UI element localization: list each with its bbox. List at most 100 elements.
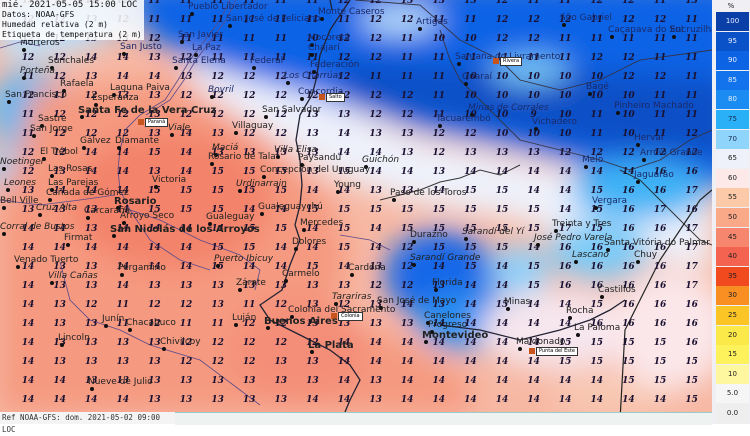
city-dot [412, 263, 416, 267]
city-dot [16, 265, 20, 269]
legend-unit: % [727, 2, 735, 10]
temperature-label: 13 [116, 338, 130, 348]
forecast-datetime: mié. 2021-05-05 15:00 LOC [2, 0, 138, 10]
temperature-label: 12 [590, 0, 604, 6]
city-label: Sastre [38, 114, 67, 124]
city-label: Firmat [64, 233, 93, 243]
city-dot [40, 124, 44, 128]
temperature-label: 14 [116, 186, 130, 196]
temperature-label: 10 [527, 91, 540, 101]
city-dot [606, 248, 610, 252]
city-label: Treinta y Tres [552, 219, 612, 229]
temperature-label: 11 [179, 319, 193, 329]
temperature-label: 13 [148, 53, 161, 63]
temperature-label: 10 [495, 72, 509, 82]
temperature-label: 14 [558, 205, 572, 215]
temperature-label: 15 [622, 338, 635, 348]
station-marker [493, 58, 499, 64]
city-dot [464, 237, 468, 241]
city-label: Viale [168, 123, 191, 133]
city-dot [470, 113, 474, 117]
temperature-label: 14 [21, 376, 35, 386]
temperature-label: 13 [53, 281, 66, 291]
temperature-label: 15 [148, 186, 161, 196]
temperature-label: 14 [53, 395, 66, 405]
legend-swatch: 90 [716, 51, 749, 71]
city-dot [38, 213, 42, 217]
city-dot [438, 124, 442, 128]
city-dot [2, 167, 6, 171]
temperature-label: 12 [590, 53, 604, 63]
city-dot [642, 158, 646, 162]
temperature-label: 11 [590, 15, 604, 25]
temperature-label: 12 [21, 148, 35, 158]
temperature-label: 12 [53, 53, 66, 63]
temperature-label: 13 [53, 167, 66, 177]
temperature-label: 15 [622, 357, 635, 367]
temperature-label: 16 [622, 262, 635, 272]
temperature-label: 11 [685, 15, 698, 25]
city-label: Rosario de Tala [208, 152, 276, 162]
city-label: Rosario [114, 196, 157, 207]
temperature-label: 12 [558, 15, 572, 25]
temperature-label: 12 [242, 110, 256, 120]
temperature-label: 15 [464, 224, 477, 234]
temperature-label: 14 [179, 243, 193, 253]
temperature-label: 16 [685, 205, 698, 215]
city-dot [290, 315, 294, 319]
temperature-label: 14 [337, 395, 351, 405]
city-dot [392, 198, 396, 202]
city-label: São Gabriel [560, 13, 613, 23]
temperature-label: 15 [495, 300, 509, 310]
temperature-label: 12 [211, 91, 224, 101]
temperature-label: 13 [179, 281, 193, 291]
city-label: Canelones [424, 311, 471, 321]
temperature-label: 12 [211, 110, 224, 120]
temperature-label: 13 [242, 281, 256, 291]
temperature-label: 12 [400, 110, 414, 120]
temperature-label: 15 [242, 186, 256, 196]
temperature-label: 16 [653, 186, 667, 196]
temperature-label: 16 [622, 281, 635, 291]
temperature-label: 13 [21, 205, 35, 215]
city-label: Chajarí [308, 43, 340, 53]
temperature-label: 12 [53, 110, 66, 120]
color-legend: % 100 95 90 85 80 75 70 65 60 55 50 45 40 35 30 25 20 15 1… [712, 0, 750, 424]
temperature-label: 13 [274, 357, 288, 367]
temperature-label: 10 [495, 129, 509, 139]
station-tag: Paraná [145, 118, 169, 127]
city-label: Villaguay [232, 121, 274, 131]
temperature-label: 12 [148, 319, 161, 329]
temperature-label: 12 [622, 53, 635, 63]
temperature-label: 11 [116, 300, 130, 310]
temperature-label: 11 [653, 0, 667, 6]
city-dot [234, 323, 238, 327]
temperature-label: 15 [148, 148, 161, 158]
city-dot [104, 324, 108, 328]
city-dot [170, 133, 174, 137]
temperature-label: 13 [84, 281, 98, 291]
temperature-label: 11 [432, 53, 446, 63]
temperature-label: 12 [653, 148, 667, 158]
city-dot [252, 66, 256, 70]
city-label: Pinheiro Machado [614, 101, 694, 111]
temperature-label: 13 [527, 148, 540, 158]
temperature-label: 14 [116, 224, 130, 234]
city-dot [260, 212, 264, 216]
city-dot [464, 82, 468, 86]
city-label: Florida [432, 278, 463, 288]
temperature-label: 13 [274, 395, 288, 405]
temperature-label: 15 [274, 186, 288, 196]
city-dot [50, 281, 54, 285]
city-dot [264, 115, 268, 119]
city-dot [430, 330, 434, 334]
temperature-label: 14 [337, 148, 351, 158]
temperature-label: 14 [84, 186, 98, 196]
city-dot [536, 243, 540, 247]
temperature-label: 12 [527, 15, 540, 25]
weather-map[interactable]: 13 12 12 12 11 11 11 11 11 11 12 12 13 13 13 12 11 11 12 12… [0, 0, 712, 412]
temperature-label: 12 [622, 0, 635, 6]
city-dot [216, 264, 220, 268]
temperature-label: 14 [432, 319, 446, 329]
city-dot [234, 131, 238, 135]
